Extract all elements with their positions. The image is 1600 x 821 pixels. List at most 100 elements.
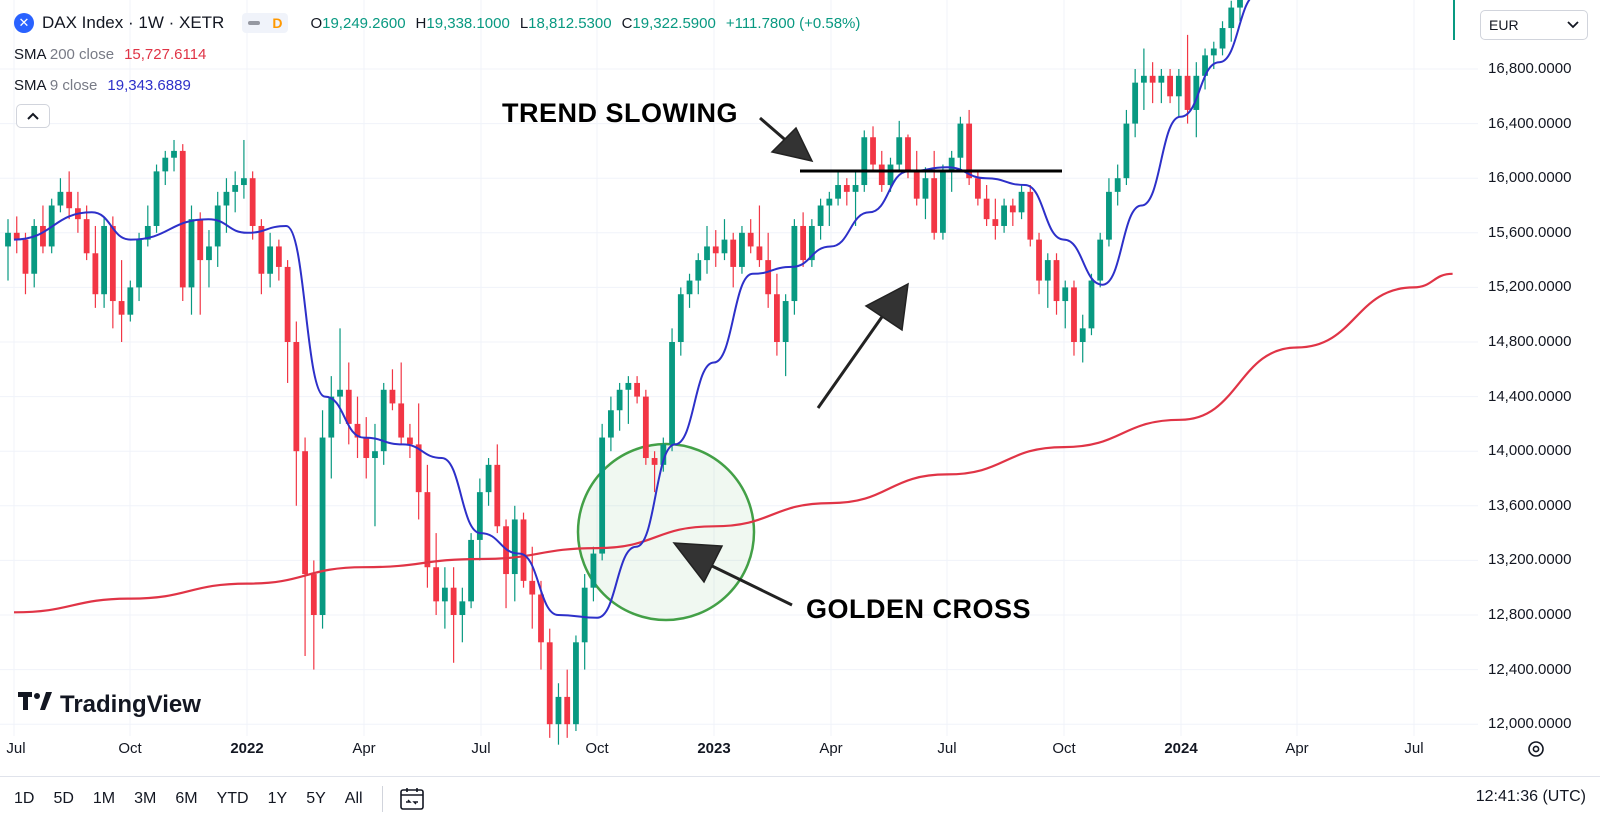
candle-body [520, 519, 527, 581]
candle-body [179, 150, 186, 288]
range-button-ytd[interactable]: YTD [216, 790, 249, 807]
sma-200-param: 200 close [49, 45, 115, 63]
candle-body [57, 191, 64, 206]
candle [1184, 34, 1191, 124]
candle [206, 230, 212, 288]
time-tick-label: Apr [1285, 740, 1309, 757]
indicator-sma-9[interactable]: SMA 9 close 19,343.6889 [14, 74, 191, 96]
candle-body [756, 246, 763, 261]
candle-body [843, 185, 850, 192]
plot-area [0, 0, 1478, 736]
candle-body [957, 123, 964, 158]
range-button-1y[interactable]: 1Y [267, 790, 288, 807]
candle-body [774, 294, 780, 342]
candle-body [1237, 0, 1243, 8]
indicator-sma-200[interactable]: SMA 200 close 15,727.6114 [14, 43, 206, 65]
candle-body [800, 225, 807, 261]
candle [590, 546, 597, 602]
candle [1018, 185, 1025, 220]
candle-body [127, 287, 134, 315]
candle [1167, 69, 1173, 104]
price-chart[interactable] [0, 0, 1600, 776]
tradingview-logo[interactable]: TradingView [18, 690, 201, 719]
time-tick-label: Oct [118, 740, 142, 757]
candle [1158, 69, 1165, 104]
candle-body [546, 642, 553, 725]
range-button-5y[interactable]: 5Y [306, 790, 326, 807]
range-button-1d[interactable]: 1D [14, 790, 35, 807]
candle-body [389, 389, 396, 404]
candle [1149, 62, 1156, 104]
candle-body [415, 444, 422, 493]
price-tick-label: 13,200.0000 [1488, 551, 1572, 569]
candle-body [695, 260, 702, 281]
candle [704, 225, 710, 274]
sma-200-line [13, 272, 1453, 614]
high-key: H [415, 14, 427, 32]
candle-body [232, 185, 239, 192]
range-button-3m[interactable]: 3M [134, 790, 157, 807]
low-key: L [519, 14, 529, 32]
candle [1228, 0, 1235, 42]
arrow-uptrend [816, 282, 909, 409]
candle-body [66, 191, 73, 209]
candle [66, 171, 73, 220]
range-button-5d[interactable]: 5D [53, 790, 74, 807]
candle [1001, 198, 1007, 233]
candle [1009, 198, 1016, 226]
price-tick-label: 14,800.0000 [1488, 333, 1572, 350]
candle-body [660, 444, 667, 465]
candle [520, 512, 527, 588]
candle-body [223, 191, 230, 206]
candle-body [197, 219, 204, 261]
candle [13, 216, 20, 254]
candle [651, 451, 658, 493]
calendar-range-icon[interactable] [399, 787, 425, 811]
currency-select[interactable]: EUR [1480, 10, 1588, 40]
candle-body [555, 696, 562, 725]
clock-timezone[interactable]: 12:41:36 (UTC) [1475, 788, 1586, 805]
range-button-1m[interactable]: 1M [92, 790, 116, 807]
symbol-title[interactable]: DAX Index · 1W · XETR [42, 13, 225, 32]
candle [564, 669, 571, 738]
collapse-legend-button[interactable] [16, 104, 50, 128]
candle-body [669, 342, 675, 445]
candle-body [1193, 75, 1200, 110]
range-button-6m[interactable]: 6M [175, 790, 198, 807]
candle-body [1001, 205, 1007, 226]
candle [275, 239, 282, 281]
candle [1027, 185, 1034, 247]
candle-body [1009, 205, 1016, 213]
candle-body [730, 239, 737, 267]
candle-body [1097, 239, 1104, 281]
candle [774, 273, 780, 356]
chevron-up-icon [27, 112, 39, 120]
candle [5, 219, 11, 281]
x-cross-icon[interactable]: ✕ [14, 13, 34, 33]
tradingview-logo-icon [18, 690, 52, 719]
candle [415, 403, 422, 520]
candle-body [1158, 75, 1165, 83]
candle-body [337, 389, 343, 397]
gear-icon[interactable] [1526, 739, 1546, 759]
high-value: 19,338.1000 [426, 14, 510, 32]
candle [40, 205, 46, 254]
candle-body [1210, 48, 1217, 56]
candle-body [494, 464, 501, 527]
candle [634, 376, 641, 404]
candle [1114, 164, 1121, 206]
candle [1079, 314, 1086, 363]
candle-body [704, 246, 710, 261]
candle [424, 464, 431, 588]
candle [739, 225, 745, 274]
price-tick-label: 12,400.0000 [1488, 660, 1572, 678]
range-button-all[interactable]: All [344, 790, 363, 807]
candle [249, 171, 256, 240]
candle [162, 150, 169, 186]
candle-body [1106, 191, 1112, 240]
candle [328, 376, 335, 479]
candle-body [5, 232, 11, 247]
candle [607, 396, 614, 452]
symbol-status-pill[interactable]: D [242, 13, 289, 33]
candle [398, 362, 405, 445]
